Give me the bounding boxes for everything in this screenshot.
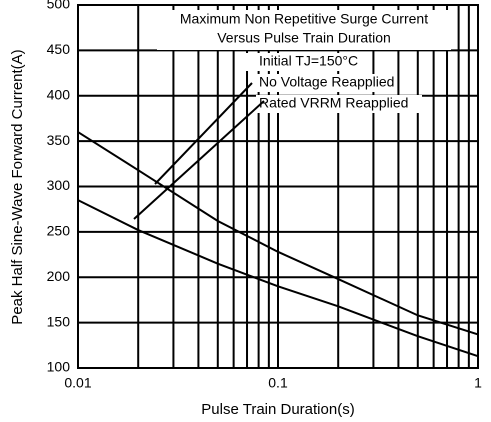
y-axis-label: Peak Half Sine-Wave Forward Current(A) <box>9 49 26 324</box>
annotation: Maximum Non Repetitive Surge Current <box>180 11 428 27</box>
x-tick-label: 0.1 <box>268 375 288 391</box>
leader-line <box>133 100 265 220</box>
y-tick-label: 450 <box>47 41 71 57</box>
leader-line <box>154 82 253 185</box>
annotation-bg <box>157 10 451 50</box>
x-tick-label: 0.01 <box>64 375 91 391</box>
y-tick-label: 100 <box>47 359 71 375</box>
y-tick-label: 200 <box>47 268 71 284</box>
annotation: Rated VRRM Reapplied <box>259 95 408 111</box>
annotation: No Voltage Reapplied <box>259 74 394 90</box>
series-line <box>77 131 479 336</box>
y-tick-label: 500 <box>47 0 71 12</box>
annotation-bg <box>245 53 341 71</box>
annotation-bg <box>256 74 396 92</box>
y-tick-label: 300 <box>47 177 71 193</box>
y-tick-label: 350 <box>47 132 71 148</box>
y-tick-label: 250 <box>47 223 71 239</box>
annotation: Initial TJ=150°C <box>259 53 358 69</box>
series-line <box>77 199 479 358</box>
annotation: Versus Pulse Train Duration <box>217 30 391 46</box>
plot-frame <box>77 4 479 369</box>
y-tick-label: 400 <box>47 86 71 102</box>
annotation-bg <box>256 95 422 113</box>
x-tick-label: 1 <box>474 375 482 391</box>
x-axis-label: Pulse Train Duration(s) <box>201 401 354 418</box>
y-tick-label: 150 <box>47 313 71 329</box>
